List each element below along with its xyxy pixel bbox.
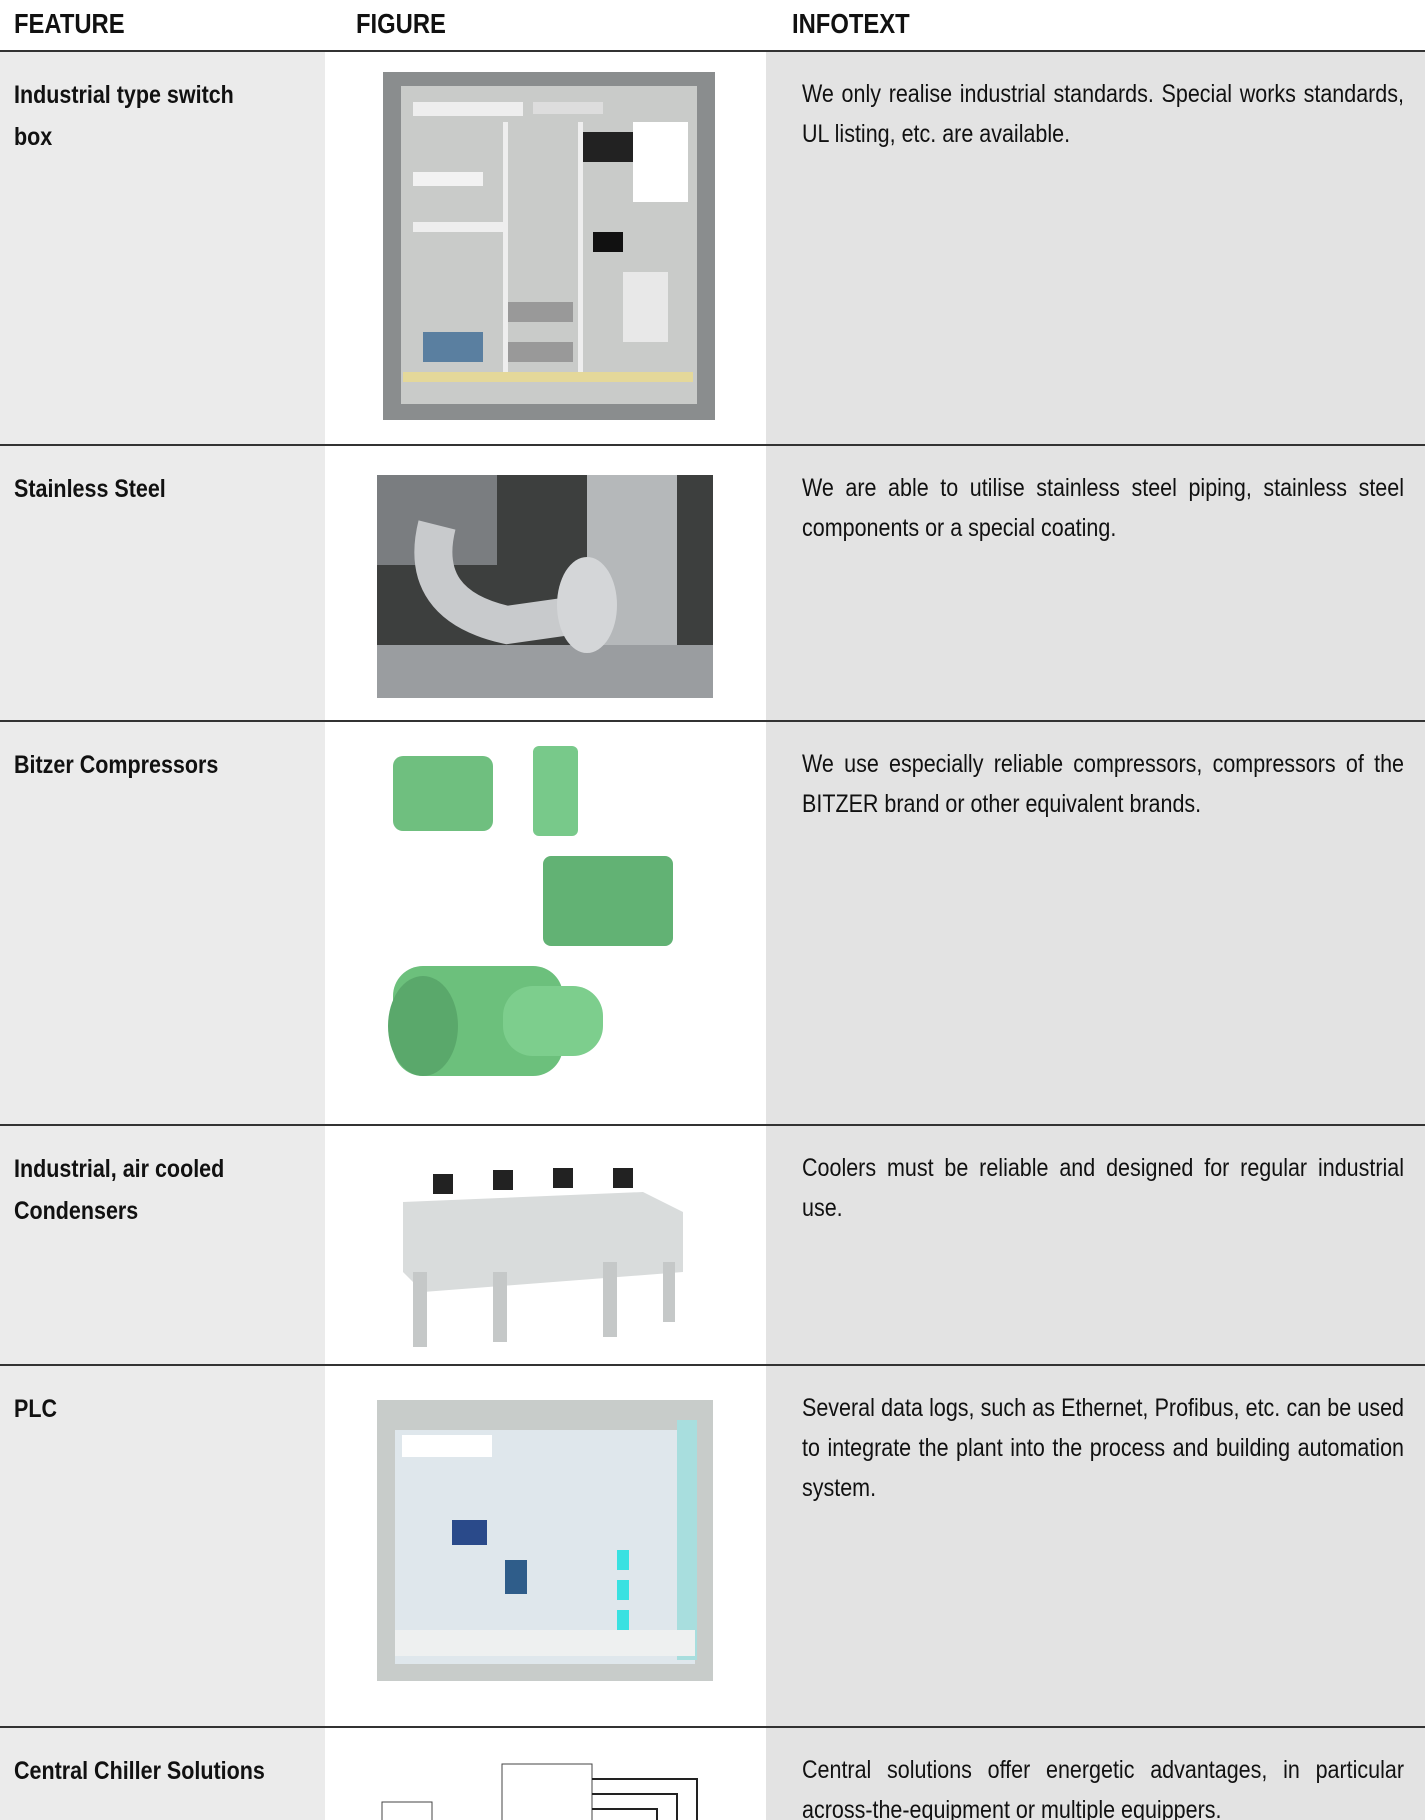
table-row: Industrial type switch box We only reali… — [0, 52, 1425, 446]
feature: Industrial type switch box — [14, 81, 234, 151]
infotext: Central solutions offer energetic advant… — [802, 1756, 1404, 1820]
feature: PLC — [14, 1395, 57, 1423]
figure-compressors — [388, 746, 673, 1076]
infotext: Coolers must be reliable and designed fo… — [802, 1154, 1404, 1222]
table-row: Bitzer Compressors We use especially rel… — [0, 722, 1425, 1126]
feature: Central Chiller Solutions — [14, 1757, 265, 1785]
feature: Bitzer Compressors — [14, 751, 219, 779]
table-row: Stainless Steel We are able to utilise s… — [0, 446, 1425, 722]
table-row: Central Chiller Solutions Central soluti… — [0, 1728, 1425, 1820]
figure-condensers — [403, 1168, 683, 1347]
header-cell: FIGURE — [356, 8, 446, 39]
infotext: We use especially reliable compressors, … — [802, 750, 1404, 818]
infotext: We are able to utilise stainless steel p… — [802, 474, 1404, 542]
table-row: Industrial, air cooled Condensers Cooler… — [0, 1126, 1425, 1366]
table-row: PLC Several data logs, such as Ethernet,… — [0, 1366, 1425, 1728]
infotext: Several data logs, such as Ethernet, Pro… — [802, 1394, 1404, 1502]
figure-plc — [377, 1400, 713, 1681]
figure-switch-box — [383, 72, 715, 420]
table-header: FEATURE FIGURE INFOTEXT — [0, 0, 1425, 52]
figure-chiller-diagram — [381, 1763, 698, 1820]
header-cell: FEATURE — [14, 8, 125, 39]
infotext: We only realise industrial standards. Sp… — [802, 80, 1404, 148]
figure-stainless-steel — [377, 475, 713, 698]
header-cell: INFOTEXT — [792, 8, 910, 39]
feature: Stainless Steel — [14, 475, 166, 503]
feature: Industrial, air cooled Condensers — [14, 1155, 225, 1225]
